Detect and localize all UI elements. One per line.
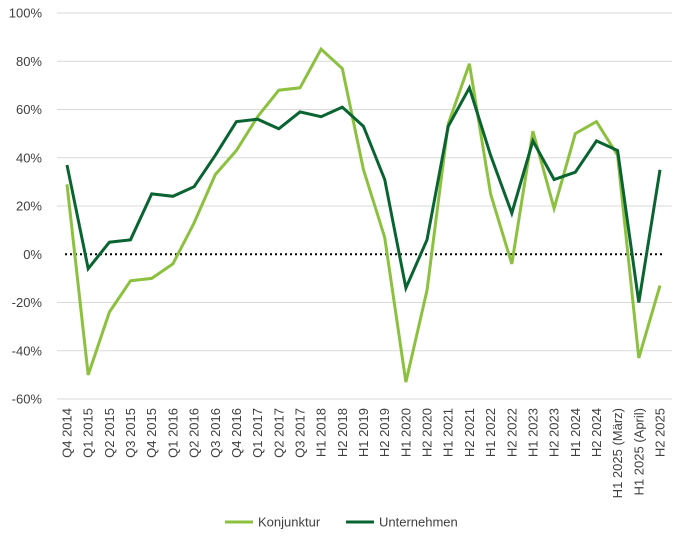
y-tick-label: -60% <box>12 392 43 407</box>
y-tick-label: 60% <box>16 102 42 117</box>
legend-label-unternehmen: Unternehmen <box>379 515 458 530</box>
y-tick-label: -40% <box>12 343 43 358</box>
x-tick-label: H1 2025 (März) <box>610 408 625 498</box>
x-tick-label: H2 2024 <box>589 408 604 457</box>
x-tick-label: Q3 2015 <box>123 408 138 458</box>
y-tick-label: 80% <box>16 54 42 69</box>
x-tick-label: H2 2022 <box>504 408 519 457</box>
y-tick-label: 100% <box>9 6 43 21</box>
x-tick-label: H1 2025 (April) <box>631 408 646 495</box>
x-tick-label: Q1 2017 <box>250 408 265 458</box>
x-tick-label: Q4 2015 <box>144 408 159 458</box>
legend-label-konjunktur: Konjunktur <box>258 515 321 530</box>
x-tick-label: Q3 2017 <box>292 408 307 458</box>
x-tick-label: H1 2020 <box>398 408 413 457</box>
x-tick-label: H2 2025 <box>653 408 668 457</box>
x-tick-label: H2 2018 <box>335 408 350 457</box>
x-tick-label: Q2 2017 <box>271 408 286 458</box>
x-tick-label: Q1 2016 <box>165 408 180 458</box>
y-tick-label: 0% <box>23 247 42 262</box>
grid <box>57 12 672 400</box>
x-tick-label: H2 2020 <box>420 408 435 457</box>
x-axis-ticks: Q4 2014 Q1 2015 Q2 2015 Q3 2015 Q4 2015 Q1 20… <box>60 408 668 498</box>
series-line-konjunktur <box>65 46 662 383</box>
y-tick-label: 20% <box>16 199 42 214</box>
x-tick-label: H1 2024 <box>568 408 583 457</box>
series-lines <box>65 46 662 383</box>
x-tick-label: Q2 2016 <box>187 408 202 458</box>
x-tick-label: H2 2023 <box>547 408 562 457</box>
series-line-unternehmen <box>65 83 662 303</box>
x-tick-label: Q3 2016 <box>208 408 223 458</box>
y-tick-label: 40% <box>16 150 42 165</box>
x-tick-label: H1 2018 <box>314 408 329 457</box>
x-tick-label: Q2 2015 <box>102 408 117 458</box>
x-tick-label: H1 2019 <box>356 408 371 457</box>
y-tick-label: -20% <box>12 295 43 310</box>
x-tick-label: Q4 2016 <box>229 408 244 458</box>
x-tick-label: Q4 2014 <box>60 408 75 458</box>
legend: Konjunktur Unternehmen <box>225 515 458 530</box>
x-tick-label: H2 2021 <box>462 408 477 457</box>
x-tick-label: H1 2021 <box>441 408 456 457</box>
y-axis-ticks: -60% -40% -20% 0% 20% 40% 60% 80% 100% <box>9 6 43 407</box>
x-tick-label: H1 2022 <box>483 408 498 457</box>
x-tick-label: H1 2023 <box>525 408 540 457</box>
x-tick-label: H2 2019 <box>377 408 392 457</box>
x-tick-label: Q1 2015 <box>81 408 96 458</box>
